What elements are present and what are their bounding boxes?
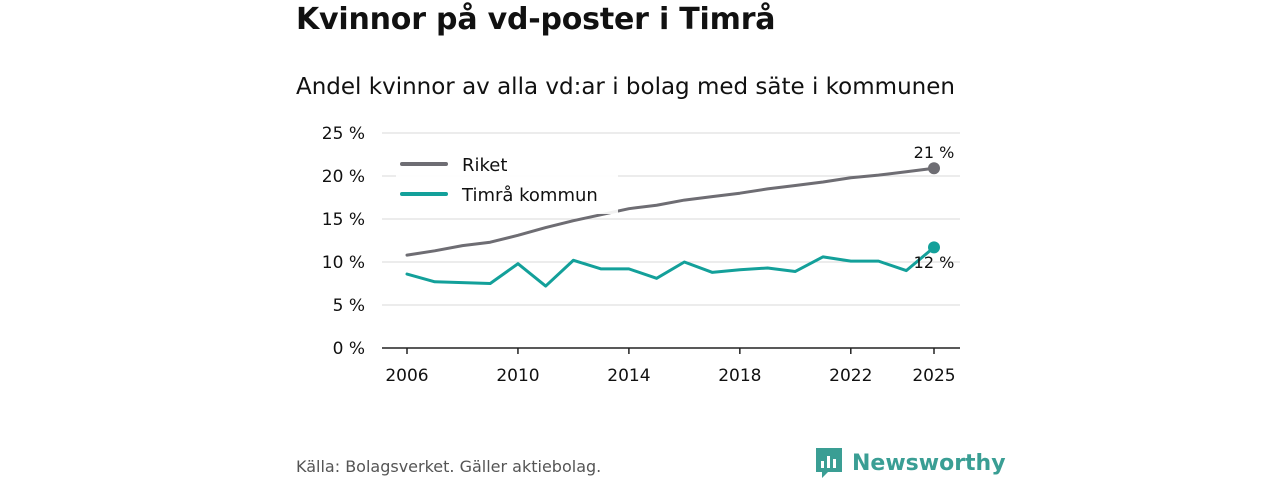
y-tick-label: 5 % [333,296,365,316]
y-tick-label: 25 % [322,124,365,144]
end-labels: 21 % 12 % [914,143,955,272]
y-tick-label: 20 % [322,167,365,187]
end-label-riket: 21 % [914,143,955,162]
legend-background [396,150,618,214]
newsworthy-logo[interactable]: Newsworthy [814,446,1006,480]
x-tick-label: 2010 [496,366,539,386]
end-label-timra: 12 % [914,253,955,272]
source-note: Källa: Bolagsverket. Gäller aktiebolag. [296,457,602,476]
y-tick-label: 0 % [333,339,365,359]
newsworthy-icon [816,448,842,478]
x-tick-label: 2014 [607,366,650,386]
x-tick-label: 2018 [718,366,761,386]
end-point-timra [928,241,940,254]
series-line-timra [405,245,936,288]
x-tick-label: 2022 [829,366,872,386]
x-tick-label: 2025 [912,366,955,386]
legend-label-timra: Timrå kommun [461,185,598,206]
series-line-riket [405,166,936,257]
axes: 0 % 5 % 10 % 15 % 20 % 25 % 2006 2010 2014 2018 20… [322,124,960,386]
chart-title: Kvinnor på vd-poster i Timrå [296,2,776,37]
series [405,162,940,288]
end-point-riket [928,162,940,175]
y-tick-label: 10 % [322,253,365,273]
x-tick-label: 2006 [385,366,428,386]
chart-subtitle: Andel kvinnor av alla vd:ar i bolag med … [296,74,955,100]
y-tick-label: 15 % [322,210,365,230]
legend: Riket Timrå kommun [396,150,618,214]
legend-label-riket: Riket [462,155,507,176]
brand-name: Newsworthy [852,450,1006,476]
